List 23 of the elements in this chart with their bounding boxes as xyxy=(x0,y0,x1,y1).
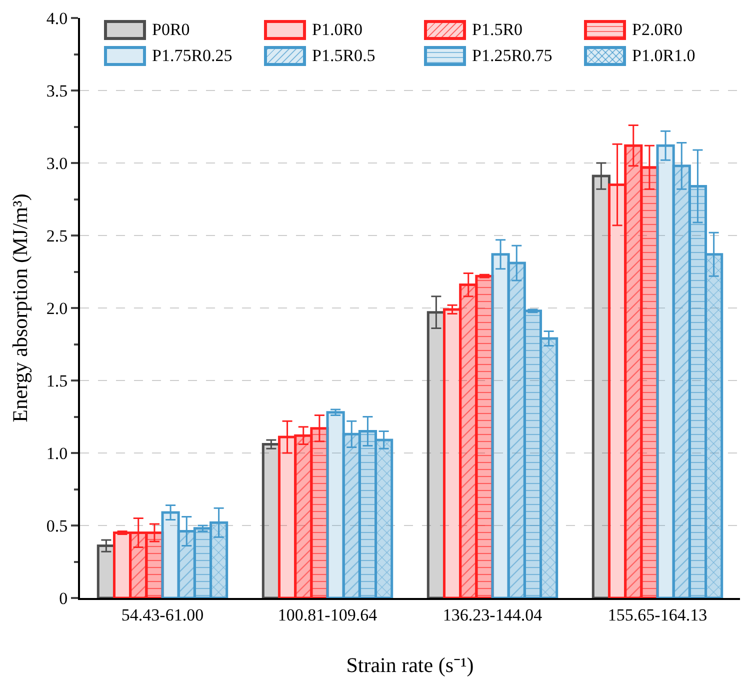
y-tick-label: 1.0 xyxy=(46,444,68,463)
x-tick-label: 54.43-61.00 xyxy=(121,605,204,624)
legend-label: P1.5R0.5 xyxy=(312,46,376,66)
x-tick-label: 155.65-164.13 xyxy=(608,605,708,624)
y-tick-label: 3.5 xyxy=(46,81,68,100)
y-tick-label: 0 xyxy=(59,588,68,608)
legend-label: P0R0 xyxy=(152,20,190,40)
legend-label: P1.75R0.25 xyxy=(152,46,232,66)
y-tick-label: 2.0 xyxy=(46,298,68,318)
legend-label: P1.0R1.0 xyxy=(632,46,696,66)
y-tick-label: 3.0 xyxy=(46,154,68,173)
y-tick-label: 4.0 xyxy=(46,8,68,28)
x-tick-label: 100.81-109.64 xyxy=(278,605,378,624)
y-tick-label: 2.5 xyxy=(46,226,68,246)
legend-label: P2.0R0 xyxy=(632,20,683,40)
y-tick-label: 0.5 xyxy=(46,516,68,536)
legend-label: P1.0R0 xyxy=(312,20,363,40)
x-tick-label: 136.23-144.04 xyxy=(442,605,543,624)
legend-label: P1.25R0.75 xyxy=(472,46,552,66)
y-axis-title: Energy absorption (MJ/m³) xyxy=(8,194,32,422)
legend-label: P1.5R0 xyxy=(472,20,523,40)
y-tick-label: 1.5 xyxy=(46,371,68,390)
x-axis-title: Strain rate (s⁻¹) xyxy=(346,653,474,677)
